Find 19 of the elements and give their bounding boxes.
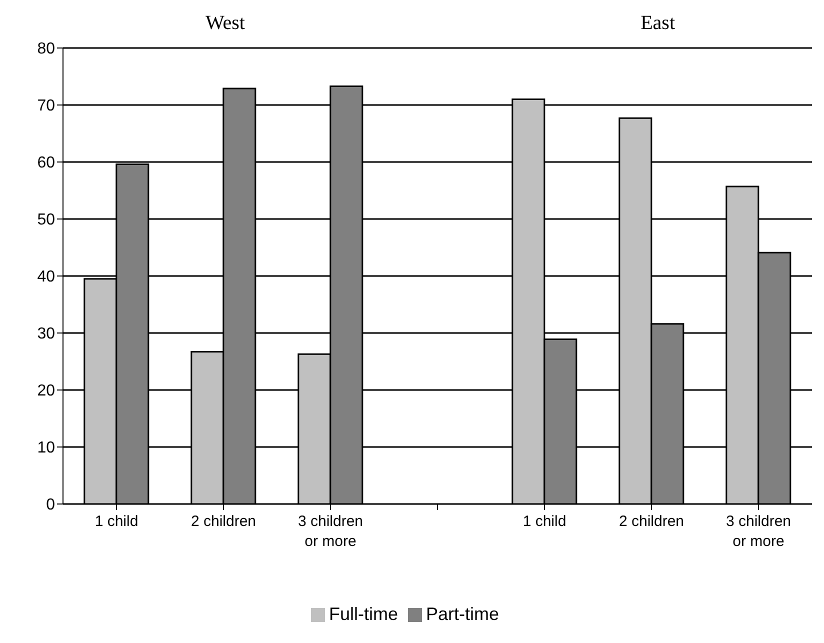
y-tick-label: 20 <box>37 382 56 400</box>
y-tick-label: 0 <box>46 496 56 514</box>
legend-label: Part-time <box>426 604 500 624</box>
x-tick-label: 3 children or more <box>298 513 364 550</box>
x-tick-label: 1 child <box>94 513 138 530</box>
x-tick-label: 2 children <box>618 513 684 530</box>
x-tick-label: 1 child <box>522 513 566 530</box>
y-tick-label: 40 <box>37 268 56 286</box>
legend-label: Full-time <box>328 604 398 624</box>
y-tick-label: 60 <box>37 154 56 172</box>
y-tick-label: 80 <box>37 40 56 58</box>
x-tick-label: 3 children or more <box>726 513 792 550</box>
y-tick-label: 70 <box>37 98 56 115</box>
y-tick-label: 30 <box>37 326 56 343</box>
text: West <box>204 12 246 35</box>
x-tick-label: 2 children <box>190 513 256 530</box>
y-tick-label: 50 <box>37 212 56 229</box>
y-tick-label: 10 <box>37 440 56 457</box>
text: East <box>640 12 676 35</box>
